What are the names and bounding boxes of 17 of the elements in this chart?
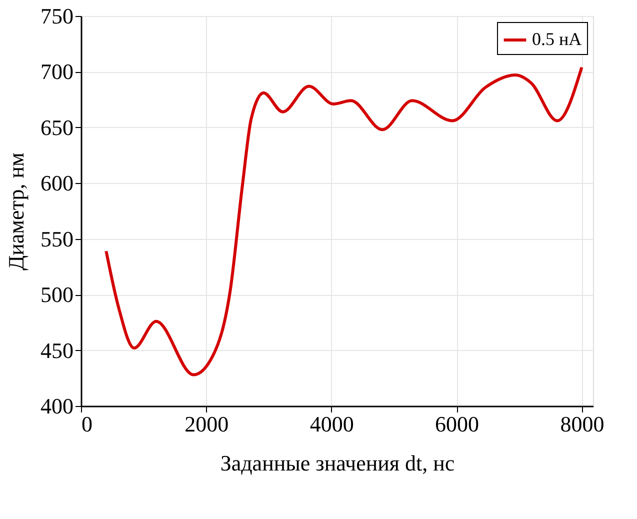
x-tick-label: 2000 [184, 412, 229, 436]
legend-label: 0.5 нА [532, 29, 582, 49]
y-tick-label: 600 [40, 170, 74, 196]
y-tick-label: 650 [40, 114, 74, 140]
line-series [104, 66, 584, 376]
y-tick-label: 450 [40, 338, 74, 363]
x-tick-label: 8000 [560, 412, 604, 436]
x-tick-label: 4000 [310, 412, 354, 436]
y-tick-label: 400 [40, 394, 74, 418]
y-tick-label: 700 [40, 59, 74, 84]
y-tick-label: 750 [40, 4, 74, 28]
x-axis-title: Заданные значения dt, нс [220, 450, 455, 476]
x-tick-label: 6000 [435, 412, 480, 436]
y-tick-label: 500 [40, 282, 74, 308]
y-tick-label: 550 [40, 226, 74, 252]
y-axis-title: Диаметр, нм [4, 152, 28, 270]
x-tick-label: 0 [82, 412, 92, 436]
